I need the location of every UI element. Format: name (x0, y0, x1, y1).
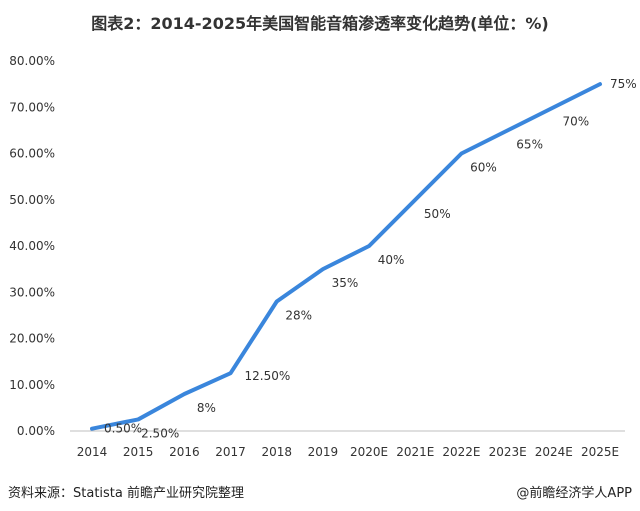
x-axis: 2014 2015 2016 2017 2018 2019 2020E 2021E 2022E 2… (70, 430, 625, 459)
data-labels: 0.50%2.50% 8% 12.50% 28% 35% 40% 50% 60% 65% 70% 7… (104, 77, 637, 440)
y-axis: 0.00% 10.00% 20.00% 30.00% 40.00% 50.00% 60.00… (9, 54, 55, 438)
data-label: 2.50% (141, 426, 179, 440)
x-tick-label: 2022E (442, 445, 480, 459)
x-tick-label: 2024E (535, 445, 573, 459)
credit-note: @前瞻经济学人APP (516, 486, 632, 501)
data-label: 8% (197, 401, 216, 415)
chart-title: 图表2：2014-2025年美国智能音箱渗透率变化趋势(单位：%) (91, 14, 549, 33)
y-tick-label: 10.00% (9, 378, 55, 392)
data-label: 28% (285, 309, 312, 323)
y-tick-label: 70.00% (9, 100, 55, 114)
y-tick-label: 30.00% (9, 285, 55, 299)
source-note: 资料来源：Statista 前瞻产业研究院整理 (8, 486, 244, 501)
x-tick-label: 2018 (261, 445, 292, 459)
x-tick-label: 2019 (308, 445, 339, 459)
y-tick-label: 80.00% (9, 54, 55, 68)
data-label: 35% (332, 276, 359, 290)
data-label: 40% (378, 253, 405, 267)
data-label: 12.50% (245, 369, 291, 383)
y-tick-label: 40.00% (9, 239, 55, 253)
y-tick-label: 60.00% (9, 147, 55, 161)
data-label: 0.50% (104, 422, 142, 436)
x-tick-label: 2023E (489, 445, 527, 459)
series-line (90, 82, 602, 431)
data-label: 70% (562, 114, 589, 128)
data-label: 50% (424, 207, 451, 221)
data-label: 60% (470, 161, 497, 175)
x-tick-label: 2015 (123, 445, 154, 459)
x-tick-label: 2017 (215, 445, 246, 459)
x-tick-label: 2014 (77, 445, 108, 459)
x-tick-label: 2020E (350, 445, 388, 459)
x-tick-label: 2025E (581, 445, 619, 459)
x-tick-label: 2016 (169, 445, 200, 459)
line-chart: 0.00% 10.00% 20.00% 30.00% 40.00% 50.00% 60.00… (9, 54, 637, 459)
y-tick-label: 0.00% (17, 424, 55, 438)
data-label: 65% (516, 137, 543, 151)
data-label: 75% (610, 77, 637, 91)
x-tick-label: 2021E (396, 445, 434, 459)
y-tick-label: 50.00% (9, 193, 55, 207)
y-tick-label: 20.00% (9, 332, 55, 346)
